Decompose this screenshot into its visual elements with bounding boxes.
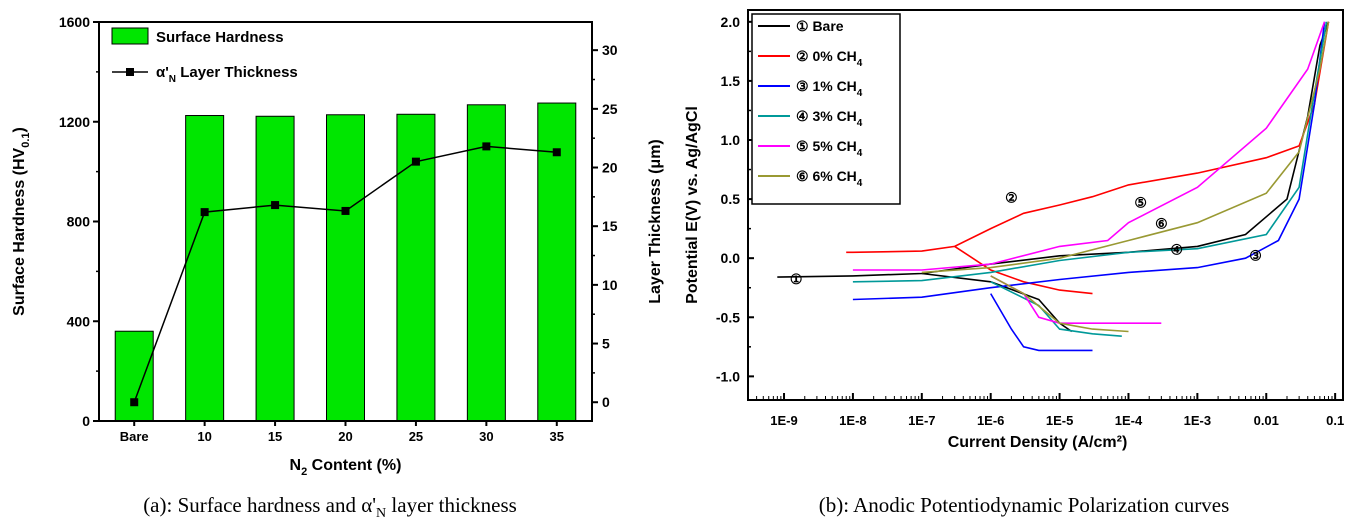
legend-bar-swatch — [111, 27, 149, 45]
x-tick-label-b: 1E-8 — [839, 413, 866, 428]
x-tick-label-15: 15 — [268, 429, 282, 444]
y-tick-label-b: 0.5 — [721, 191, 741, 207]
y2-tick-label-30: 30 — [602, 42, 618, 58]
y-tick-label-b: 1.0 — [721, 132, 741, 148]
y-axis-title-b: Potential E(V) vs. Ag/AgCl — [684, 106, 701, 304]
legend-layer-thickness: α'N Layer Thickness — [156, 64, 298, 85]
bar-30 — [466, 104, 506, 422]
legend-entry-b: ③ 1% CH4 — [796, 78, 863, 99]
curve-6 — [852, 21, 1328, 283]
layer-thickness-point-15 — [271, 201, 280, 210]
x-tick-label-30: 30 — [479, 429, 493, 444]
x-tick-label-20: 20 — [338, 429, 352, 444]
curve-5 — [990, 293, 1093, 352]
y-tick-label-0: 0 — [82, 413, 90, 429]
caption-a-text: (a): Surface hardness and α' — [143, 493, 376, 517]
y2-tick-label-0: 0 — [602, 394, 610, 410]
layer-thickness-point-25 — [411, 157, 420, 166]
caption-a-text-rest: layer thickness — [386, 493, 517, 517]
x-tick-label-b: 1E-7 — [908, 413, 935, 428]
y-tick-label-1600: 1600 — [59, 14, 90, 30]
layer-thickness-point-Bare — [130, 398, 139, 407]
curve-4 — [852, 21, 1326, 301]
curve-11 — [990, 275, 1129, 333]
curve-annotation-3: ③ — [1249, 248, 1262, 264]
legend-entry-b: ① Bare — [796, 18, 844, 34]
caption-b: (b): Anodic Potentiodynamic Polarization… — [819, 493, 1230, 517]
legend-box-b — [751, 13, 901, 205]
curve-9 — [990, 275, 1162, 325]
y-tick-label-b: 2.0 — [721, 14, 741, 30]
y2-tick-label-15: 15 — [602, 218, 618, 234]
y2-tick-label-20: 20 — [602, 160, 618, 176]
curve-0 — [777, 21, 1330, 278]
layer-thickness-point-20 — [341, 206, 350, 215]
x-tick-label-25: 25 — [409, 429, 423, 444]
curve-annotation-4: ④ — [1170, 242, 1183, 258]
y-tick-label-b: 1.5 — [721, 73, 741, 89]
caption-a: (a): Surface hardness and α'N layer thic… — [143, 493, 517, 521]
curve-3 — [954, 245, 1093, 295]
x-axis-title-b: Current Density (A/cm²) — [948, 434, 1128, 451]
curve-10 — [921, 21, 1330, 274]
y-tick-label-b: -0.5 — [716, 309, 740, 325]
bar-10 — [185, 115, 225, 422]
legend-entry-b: ⑤ 5% CH4 — [796, 138, 863, 159]
curve-annotation-2: ② — [1005, 190, 1018, 206]
curve-7 — [990, 281, 1122, 337]
legend-surface-hardness: Surface Hardness — [156, 29, 284, 46]
chart-b-polarization-curves: -1.0 -0.5 0.0 0.5 1.0 1.5 2.0 1E-9 1E-8 1E-7 1E-6 1… — [684, 9, 1344, 451]
x-tick-label-35: 35 — [550, 429, 564, 444]
y2-tick-label-5: 5 — [602, 336, 610, 352]
x-tick-label-b: 1E-6 — [977, 413, 1004, 428]
y-tick-label-b: 0.0 — [721, 250, 741, 266]
layer-thickness-point-10 — [200, 208, 209, 217]
x-tick-label-b: 1E-9 — [770, 413, 797, 428]
y2-axis-title-a: Layer Thickness (μm) — [647, 139, 664, 304]
bar-20 — [326, 114, 365, 422]
y-tick-label-b: -1.0 — [716, 368, 740, 384]
x-tick-label-Bare: Bare — [120, 429, 149, 444]
legend-entry-b: ② 0% CH4 — [796, 48, 863, 69]
y2-tick-label-10: 10 — [602, 277, 618, 293]
x-tick-label-b: 0.01 — [1254, 413, 1279, 428]
curve-annotation-6: ⑥ — [1155, 216, 1168, 232]
legend-line-marker — [126, 68, 134, 76]
x-tick-label-b: 1E-4 — [1115, 413, 1143, 428]
legend-entry-b: ⑥ 6% CH4 — [796, 168, 863, 189]
curve-annotation-5: ⑤ — [1134, 194, 1147, 210]
bar-15 — [255, 115, 295, 422]
y-tick-label-1200: 1200 — [59, 114, 90, 130]
curve-annotation-1: ① — [790, 271, 803, 287]
x-axis-title-a: N2 Content (%) — [290, 457, 402, 478]
x-tick-label-b: 1E-5 — [1046, 413, 1073, 428]
chart-a-surface-hardness: 0 400 800 1200 1600 0 5 10 15 20 25 30 Bare 10 15 20 25 3… — [11, 14, 664, 478]
y2-tick-label-25: 25 — [602, 101, 618, 117]
y-tick-label-800: 800 — [67, 214, 91, 230]
legend-entry-b: ④ 3% CH4 — [796, 108, 863, 129]
curve-8 — [852, 21, 1326, 271]
layer-thickness-point-35 — [552, 148, 561, 157]
y-axis-title-a: Surface Hardness (HV0.1) — [11, 127, 32, 316]
caption-a-sub: N — [376, 506, 386, 521]
plot-frame-b — [747, 9, 1344, 401]
x-tick-label-b: 1E-3 — [1184, 413, 1211, 428]
layer-thickness-point-30 — [482, 142, 491, 151]
curve-2 — [846, 21, 1330, 254]
y-tick-label-400: 400 — [67, 313, 91, 329]
x-tick-label-b: 0.1 — [1326, 413, 1344, 428]
curve-1 — [921, 272, 1073, 333]
x-tick-label-10: 10 — [197, 429, 211, 444]
bar-Bare — [114, 330, 154, 422]
